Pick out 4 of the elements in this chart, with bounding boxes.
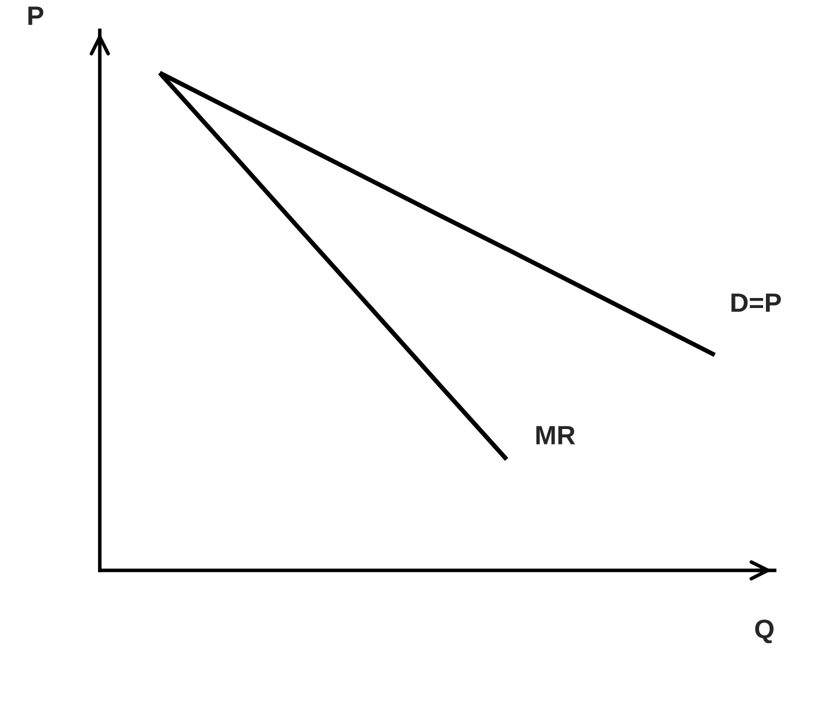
series-label: MR (536, 426, 576, 444)
series-label: D=P (731, 294, 781, 312)
y-axis-title: P (28, 6, 44, 25)
x-axis-title: Q (755, 620, 774, 644)
